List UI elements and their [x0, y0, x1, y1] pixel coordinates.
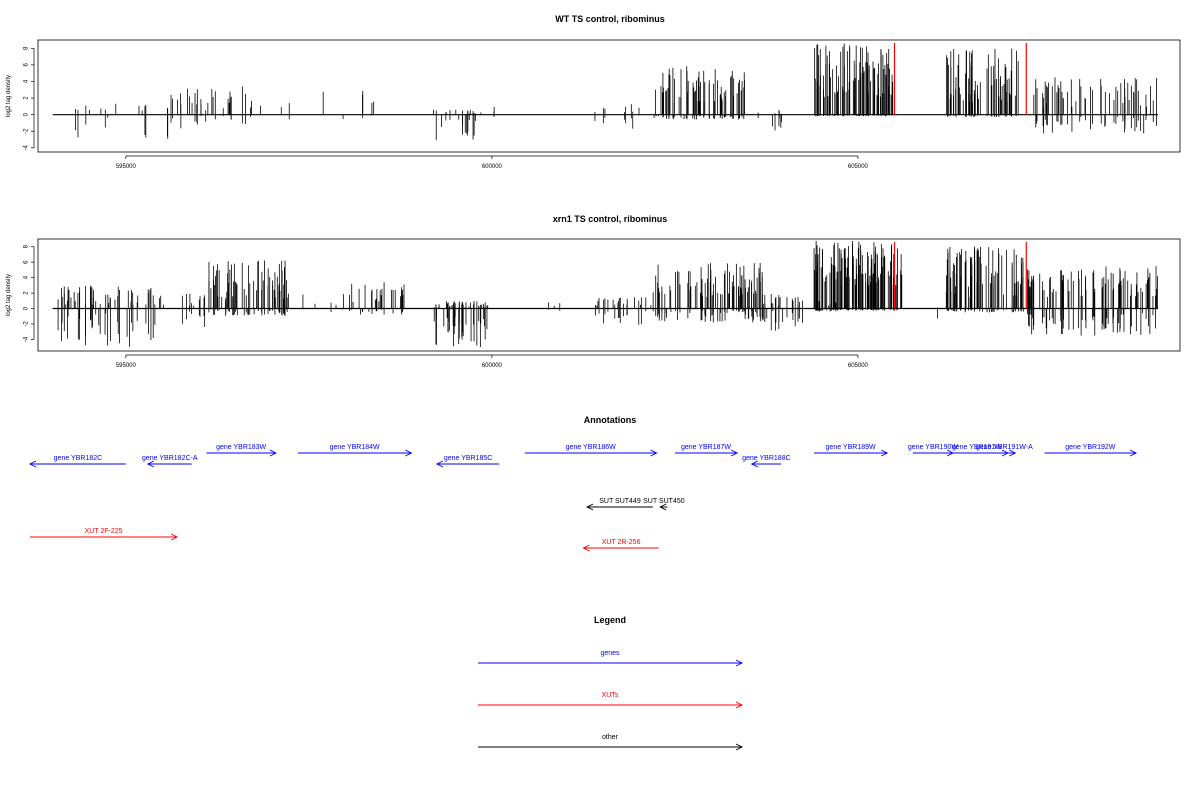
- legend-items: genes XUTs other: [478, 650, 744, 751]
- annotation-arrow-head: [650, 449, 658, 457]
- xrn1-density-panel: xrn1 TS control, ribominus log2 tag dens…: [6, 214, 1181, 369]
- annotation-label: gene YBR187W: [681, 444, 731, 451]
- legend-arrow-head: [735, 701, 744, 709]
- annotation-label: SUT SUT449: [599, 498, 641, 505]
- annotation-arrow-head: [1129, 449, 1138, 457]
- annotation-arrow-head: [28, 460, 37, 468]
- xrn1-axes: -4 -2 0 2 4 6 8 595000 600000 605000: [24, 244, 869, 369]
- annotation-arrow-head: [659, 503, 667, 511]
- x-tick-label: 600000: [482, 363, 503, 369]
- annotation-arrow-head: [730, 449, 739, 457]
- annotations-panel: Annotations gene YBR182C gene YBR182C-Age…: [28, 415, 1138, 552]
- x-tick-label: 605000: [848, 164, 869, 170]
- wt-y-axis-label: log2 tag density: [6, 75, 12, 117]
- y-tick-label: 4: [24, 79, 30, 83]
- annotation-label: gene YBR183W: [216, 444, 266, 451]
- annotation-label: XUT 2F-225: [85, 528, 123, 535]
- legend-arrow-head: [735, 659, 744, 667]
- y-tick-label: 6: [24, 63, 30, 67]
- y-tick-label: 4: [24, 275, 30, 279]
- annotation-label: gene YBR191W-A: [976, 444, 1033, 451]
- annotation-arrow-head: [170, 533, 179, 541]
- y-tick-label: 8: [24, 46, 30, 50]
- legend-title: Legend: [594, 615, 626, 625]
- annotation-label: SUT SUT450: [643, 498, 685, 505]
- xrn1-bars: [52, 240, 1159, 347]
- y-tick-label: 2: [24, 96, 30, 100]
- annotation-label: gene YBR186W: [566, 444, 616, 451]
- annotation-label: gene YBR188C: [742, 455, 791, 462]
- y-tick-label: -2: [24, 321, 30, 327]
- xrn1-plot-frame: [37, 238, 1181, 352]
- annotation-arrow-head: [269, 449, 277, 457]
- y-tick-label: -4: [24, 145, 30, 151]
- annotation-label: gene YBR189W: [826, 444, 876, 451]
- wt-panel-title: WT TS control, ribominus: [555, 14, 665, 24]
- annotation-label: gene YBR185C: [444, 455, 493, 462]
- x-tick-label: 605000: [848, 363, 869, 369]
- annotation-arrow-head: [586, 503, 594, 511]
- wt-density-panel: WT TS control, ribominus log2 tag densit…: [6, 14, 1181, 170]
- annotation-arrow-head: [146, 460, 155, 468]
- y-tick-label: 8: [24, 244, 30, 248]
- legend-label: other: [602, 734, 619, 741]
- x-tick-label: 595000: [116, 363, 137, 369]
- legend-panel: Legend genes XUTs other: [478, 615, 744, 751]
- x-tick-label: 600000: [482, 164, 503, 170]
- annotation-label: gene YBR190W: [908, 444, 958, 451]
- annotation-label: gene YBR184W: [330, 444, 380, 451]
- y-tick-label: 0: [24, 112, 30, 116]
- annotation-label: gene YBR191W: [952, 444, 1002, 451]
- annotation-arrow-head: [750, 460, 758, 468]
- annotation-arrow-head: [405, 449, 413, 457]
- wt-axes: -4 -2 0 2 4 6 8 595000 600000 605000: [24, 46, 869, 170]
- xrn1-panel-title: xrn1 TS control, ribominus: [553, 214, 668, 224]
- y-tick-label: 2: [24, 291, 30, 295]
- annotation-label: gene YBR182C: [54, 455, 103, 462]
- y-tick-label: 0: [24, 306, 30, 310]
- annotation-label: gene YBR182C-A: [142, 455, 198, 462]
- annotation-arrow-head: [582, 544, 590, 552]
- annotation-tracks: gene YBR182C gene YBR182C-A gene YBR183W ge…: [28, 444, 1138, 552]
- annotation-arrow-head: [880, 449, 889, 457]
- annotation-arrow-head: [1009, 449, 1017, 457]
- annotations-title: Annotations: [584, 415, 637, 425]
- legend-label: XUTs: [602, 692, 619, 699]
- xrn1-y-axis-label: log2 tag density: [6, 274, 12, 316]
- annotation-label: XUT 2R-256: [602, 539, 641, 546]
- wt-bars: [52, 43, 1159, 141]
- annotation-label: gene YBR192W: [1065, 444, 1115, 451]
- wt-plot-frame: [37, 39, 1181, 153]
- legend-label: genes: [600, 650, 620, 657]
- y-tick-label: -2: [24, 128, 30, 134]
- x-tick-label: 595000: [116, 164, 137, 170]
- y-tick-label: -4: [24, 336, 30, 342]
- legend-arrow-head: [735, 743, 744, 751]
- annotation-arrow-head: [435, 460, 444, 468]
- y-tick-label: 6: [24, 260, 30, 264]
